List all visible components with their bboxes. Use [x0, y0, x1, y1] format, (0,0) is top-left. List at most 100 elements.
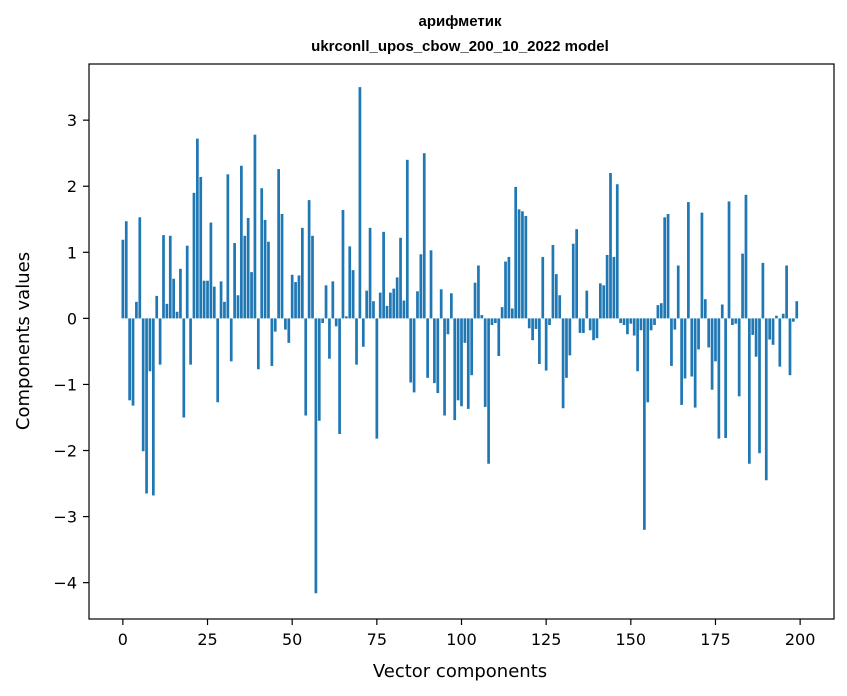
bar — [439, 289, 443, 319]
bar — [663, 217, 667, 319]
bar — [619, 318, 623, 324]
bar — [768, 318, 772, 340]
x-tick-label: 50 — [282, 630, 302, 649]
bar — [643, 318, 646, 530]
bar — [192, 192, 196, 319]
bar — [775, 315, 778, 319]
bar — [670, 318, 673, 366]
y-tick-label: −4 — [53, 574, 77, 593]
bar — [185, 245, 189, 319]
bar — [490, 318, 494, 325]
bar — [151, 318, 155, 496]
bar — [365, 290, 369, 319]
x-tick-label: 25 — [197, 630, 217, 649]
bar — [345, 316, 348, 319]
bar — [504, 261, 507, 319]
bar — [744, 194, 748, 319]
bar — [307, 200, 311, 319]
chart-title-line1: арифметик — [419, 13, 502, 30]
bar — [449, 293, 453, 319]
bar — [656, 305, 660, 319]
y-tick-label: −3 — [53, 508, 77, 527]
bar — [277, 169, 280, 319]
bar — [781, 313, 785, 319]
bar — [598, 283, 602, 319]
bar — [233, 243, 236, 319]
bar — [392, 288, 396, 319]
bar — [175, 311, 179, 319]
bar — [409, 318, 413, 383]
bar — [653, 318, 656, 325]
bar — [687, 202, 690, 319]
bar — [470, 318, 474, 376]
bar — [328, 318, 331, 359]
bar — [273, 318, 277, 332]
bar — [382, 231, 385, 319]
bar — [216, 318, 220, 403]
bar — [588, 318, 592, 331]
bar — [524, 215, 528, 319]
bar — [602, 285, 606, 319]
bar — [466, 318, 470, 409]
chart-title-line2: ukrconll_upos_cbow_200_10_2022 model — [311, 38, 609, 55]
bar — [314, 318, 318, 594]
x-tick-label: 100 — [446, 630, 477, 649]
y-tick-label: −1 — [53, 375, 77, 394]
bar — [609, 173, 612, 319]
bar — [771, 318, 775, 345]
x-tick-label: 175 — [700, 630, 731, 649]
bar — [761, 262, 765, 319]
bar — [632, 318, 636, 336]
bar — [615, 184, 619, 319]
bar — [429, 250, 433, 319]
bar — [375, 318, 379, 439]
bar — [416, 291, 419, 319]
bar — [412, 318, 416, 393]
bar — [483, 318, 487, 407]
bar — [402, 300, 406, 319]
bar — [422, 153, 426, 319]
bar — [155, 295, 159, 319]
bar — [514, 186, 518, 319]
bar — [673, 318, 677, 330]
bar — [246, 217, 250, 319]
bar — [703, 299, 707, 319]
bar — [135, 301, 138, 319]
bar — [751, 318, 755, 335]
x-axis-ticks: 0 25 50 75 100 125 150 175 200 — [118, 619, 816, 649]
bar — [378, 292, 382, 319]
bar — [124, 221, 128, 319]
bar — [436, 318, 440, 394]
bar — [158, 318, 162, 365]
bar — [544, 318, 548, 371]
bar — [758, 318, 761, 454]
bar — [714, 318, 717, 362]
bar — [534, 318, 538, 329]
bar — [463, 318, 467, 343]
x-tick-label: 200 — [785, 630, 816, 649]
bar — [764, 318, 768, 481]
bar — [720, 304, 724, 319]
bar — [571, 243, 575, 319]
bar — [554, 274, 558, 319]
bar — [419, 254, 423, 319]
bar — [595, 318, 599, 339]
bar — [646, 318, 650, 403]
bar — [575, 229, 578, 319]
bar — [487, 318, 490, 464]
bar — [693, 318, 697, 408]
bar — [700, 212, 704, 319]
bar — [734, 318, 738, 324]
bar — [629, 318, 633, 324]
bar — [148, 318, 152, 372]
bar — [453, 318, 457, 421]
bar — [141, 318, 145, 452]
bar — [165, 303, 169, 319]
bar — [724, 318, 727, 438]
bar — [795, 301, 799, 319]
bar — [494, 318, 497, 324]
bar — [737, 318, 741, 397]
bar — [778, 318, 782, 367]
bar — [168, 235, 172, 319]
